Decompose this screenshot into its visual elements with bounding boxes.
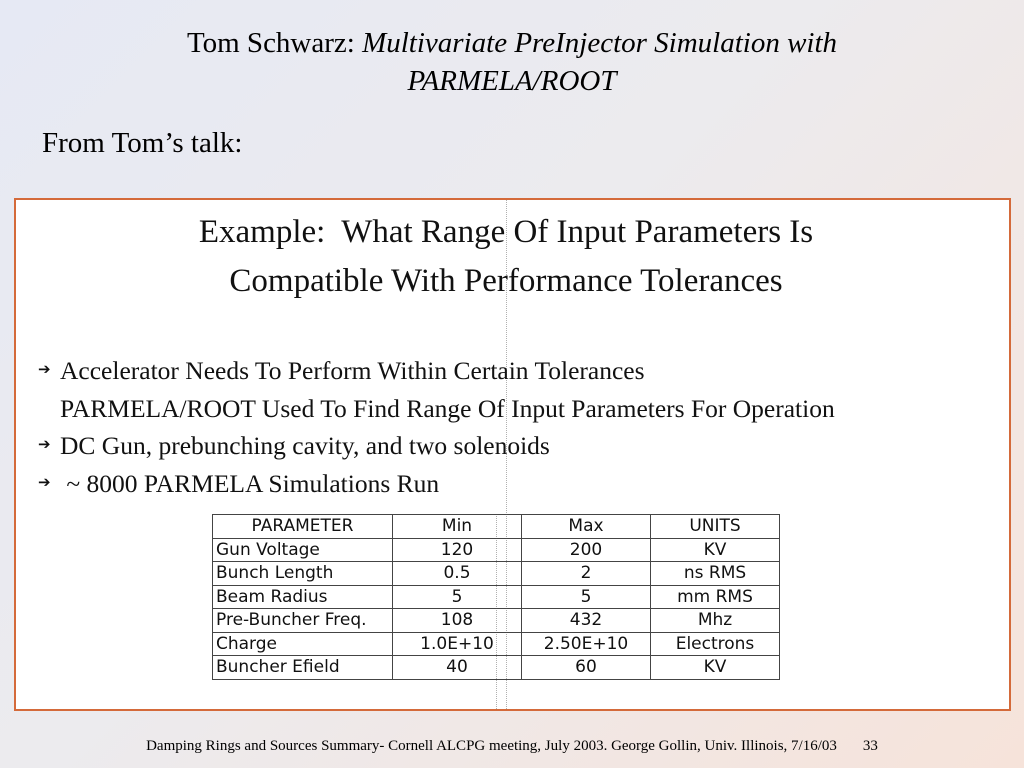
slide-title: Example: What Range Of Input Parameters … <box>16 208 996 306</box>
table-cell: KV <box>650 655 780 680</box>
intro-text: From Tom’s talk: <box>42 127 243 159</box>
table-row: Charge 1.0E+10 2.50E+10 Electrons <box>212 631 780 656</box>
page-number: 33 <box>862 738 878 754</box>
table-cell: Buncher Efield <box>212 655 393 680</box>
title-line-1: Tom Schwarz: Multivariate PreInjector Si… <box>0 24 1024 62</box>
table-cell: 200 <box>521 537 651 562</box>
slide-screenshot-frame: Example: What Range Of Input Parameters … <box>14 198 1011 711</box>
table-row: Pre-Buncher Freq. 108 432 Mhz <box>212 608 780 633</box>
table-cell: 2.50E+10 <box>521 631 651 656</box>
table-cell: ns RMS <box>650 561 780 586</box>
table-row: Bunch Length 0.5 2 ns RMS <box>212 561 780 586</box>
bullet-text: PARMELA/ROOT Used To Find Range Of Input… <box>60 393 835 423</box>
title-author: Tom Schwarz: <box>186 27 363 59</box>
table-header-cell: Max <box>521 514 651 539</box>
title-italic-part: Multivariate PreInjector Simulation with <box>362 27 838 59</box>
table-cell: 5 <box>392 584 522 609</box>
table-cell: KV <box>650 537 780 562</box>
table-cell: 2 <box>521 561 651 586</box>
bullet-text: ~ 8000 PARMELA Simulations Run <box>60 468 440 498</box>
parameter-table: PARAMETER Min Max UNITS Gun Voltage 120 20… <box>212 514 780 680</box>
arrow-bullet-icon: ➔ <box>38 435 51 454</box>
table-cell: 5 <box>521 584 651 609</box>
dotted-guide-line <box>506 200 507 709</box>
bullet-item: ➔ DC Gun, prebunching cavity, and two sol… <box>38 427 835 465</box>
table-cell: 60 <box>521 655 651 680</box>
table-cell: 120 <box>392 537 522 562</box>
table-cell: 0.5 <box>392 561 522 586</box>
table-cell: 108 <box>392 608 522 633</box>
table-cell: 40 <box>392 655 522 680</box>
bullet-item: ➔ Accelerator Needs To Perform Within Cer… <box>38 352 835 390</box>
bullet-text: Accelerator Needs To Perform Within Cert… <box>60 356 645 385</box>
title-line-2: PARMELA/ROOT <box>407 65 617 97</box>
arrow-bullet-icon: ➔ <box>38 472 51 491</box>
bullet-item: PARMELA/ROOT Used To Find Range Of Input… <box>38 390 835 428</box>
table-row: Beam Radius 5 5 mm RMS <box>212 584 780 609</box>
table-cell: Pre-Buncher Freq. <box>212 608 393 633</box>
table-cell: Beam Radius <box>212 584 393 609</box>
slide-title-line-1: Example: What Range Of Input Parameters … <box>198 214 814 250</box>
table-header-cell: Min <box>392 514 522 539</box>
arrow-bullet-icon: ➔ <box>38 360 51 379</box>
bullet-list: ➔ Accelerator Needs To Perform Within Cer… <box>38 352 835 502</box>
table-cell: Charge <box>212 631 393 656</box>
footer-text: Damping Rings and Sources Summary- Corne… <box>146 738 837 754</box>
table-cell: Gun Voltage <box>212 537 393 562</box>
page-title: Tom Schwarz: Multivariate PreInjector Si… <box>0 24 1024 100</box>
table-cell: Bunch Length <box>212 561 393 586</box>
table-cell: mm RMS <box>650 584 780 609</box>
table-row: Buncher Efield 40 60 KV <box>212 655 780 680</box>
table-header-cell: UNITS <box>650 514 780 539</box>
footer: Damping Rings and Sources Summary- Corne… <box>0 736 1024 756</box>
table-cell: 1.0E+10 <box>392 631 522 656</box>
table-cell: 432 <box>521 608 651 633</box>
slide-title-line-2: Compatible With Performance Tolerances <box>229 263 783 299</box>
table-row: Gun Voltage 120 200 KV <box>212 537 780 562</box>
table-cell: Electrons <box>650 631 780 656</box>
table-cell: Mhz <box>650 608 780 633</box>
bullet-text: DC Gun, prebunching cavity, and two sole… <box>60 431 550 460</box>
table-header-cell: PARAMETER <box>212 514 393 539</box>
table-header-row: PARAMETER Min Max UNITS <box>212 514 780 539</box>
bullet-item: ➔ ~ 8000 PARMELA Simulations Run <box>38 465 835 503</box>
